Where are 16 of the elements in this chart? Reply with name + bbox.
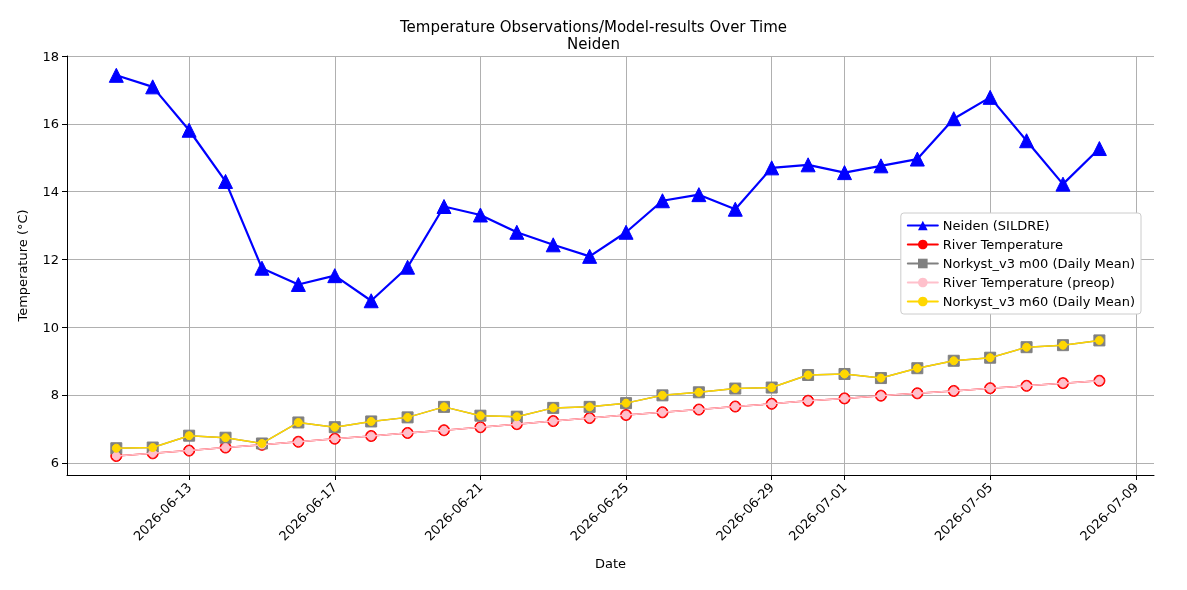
y-tick-label: 12 xyxy=(42,251,59,267)
legend-label: River Temperature (preop) xyxy=(942,275,1115,290)
y-axis-title: Temperature (°C) xyxy=(15,209,30,323)
legend-label: Neiden (SILDRE) xyxy=(942,218,1050,233)
x-axis-title: Date xyxy=(594,556,627,571)
chart-title: Temperature Observations/Model-results Over Time xyxy=(398,17,788,36)
y-tick-label: 8 xyxy=(50,387,59,403)
legend-label: Norkyst_v3 m60 (Daily Mean) xyxy=(942,294,1136,309)
legend-label: River Temperature xyxy=(942,237,1063,252)
chart-subtitle: Neiden xyxy=(567,34,620,53)
y-tick-label: 16 xyxy=(42,116,59,132)
y-tick-label: 6 xyxy=(50,455,59,471)
legend-label: Norkyst_v3 m00 (Daily Mean) xyxy=(942,256,1136,271)
y-tick-label: 18 xyxy=(42,48,59,64)
y-tick-label: 14 xyxy=(42,184,59,200)
y-tick-label: 10 xyxy=(42,319,59,335)
